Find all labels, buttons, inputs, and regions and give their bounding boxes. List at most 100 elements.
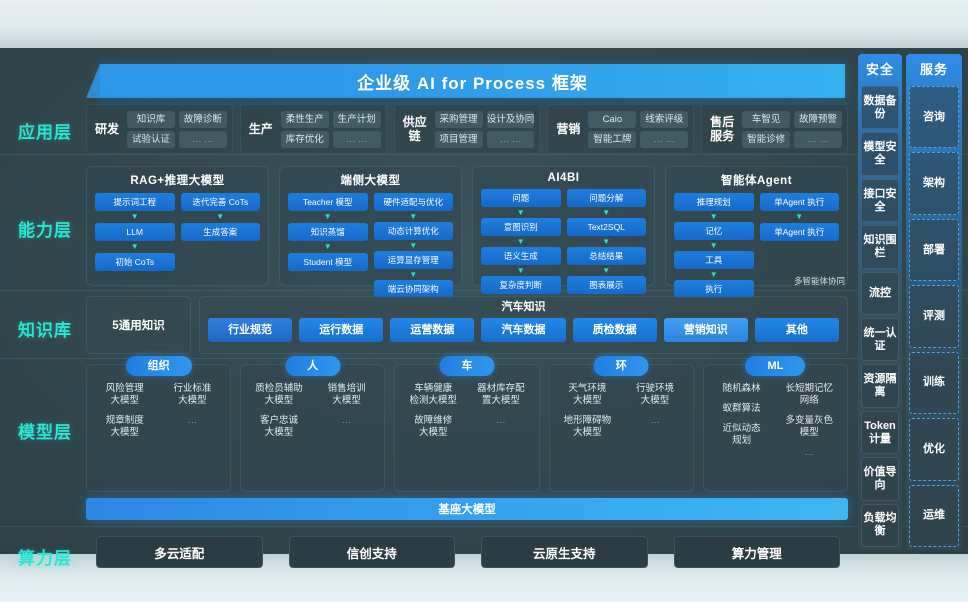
capability-chip[interactable]: 运算显存管理 [373, 251, 453, 269]
capability-chip[interactable]: 单Agent 执行 [759, 193, 839, 211]
model-box-pill[interactable]: 人 [285, 356, 341, 376]
security-item[interactable]: 负载均衡 [861, 503, 899, 548]
knowledge-chip[interactable]: 汽车数据 [481, 318, 566, 342]
model-cell[interactable]: 长短期记忆 网络 [785, 383, 833, 406]
capability-chip[interactable]: Teacher 模型 [288, 193, 368, 211]
model-cell[interactable]: 行业标准 大模型 [173, 383, 212, 406]
service-item[interactable]: 咨询 [909, 86, 959, 149]
capability-chip[interactable]: 生成答案 [180, 223, 260, 241]
model-cell[interactable]: 风险管理 大模型 [105, 383, 144, 406]
model-box-pill[interactable]: 车 [439, 356, 495, 376]
model-box-pill[interactable]: 环 [593, 356, 649, 376]
capability-chip[interactable]: 迭代完善 CoTs [180, 193, 260, 211]
application-chip[interactable]: … … [486, 130, 535, 148]
capability-chip[interactable]: 推理规划 [674, 193, 754, 211]
application-chip[interactable]: 项目管理 [434, 130, 483, 148]
model-cell[interactable]: 器材库存配 置大模型 [477, 383, 525, 406]
model-cell[interactable]: 规章制度 大模型 [105, 415, 144, 438]
model-cell[interactable]: … [650, 415, 660, 426]
application-chip[interactable]: 设计及协同 [486, 110, 535, 128]
compute-box[interactable]: 云原生支持 [481, 536, 648, 568]
application-chip[interactable]: 库存优化 [280, 130, 329, 148]
application-chip[interactable]: 故障诊断 [178, 110, 227, 128]
application-chip[interactable]: 线索评级 [640, 110, 689, 128]
model-cell[interactable]: 蚁群算法 [722, 403, 761, 414]
security-item[interactable]: 接口安全 [861, 178, 899, 223]
knowledge-chip[interactable]: 运营数据 [390, 318, 475, 342]
capability-chip[interactable]: 单Agent 执行 [759, 223, 839, 241]
service-item[interactable]: 架构 [909, 152, 959, 215]
capability-chip[interactable]: 复杂度判断 [481, 276, 561, 294]
capability-chip[interactable]: 知识蒸馏 [288, 223, 368, 241]
model-cell[interactable]: 随机森林 [722, 383, 761, 394]
security-item[interactable]: 价值导向 [861, 457, 899, 501]
compute-box[interactable]: 多云适配 [96, 536, 263, 568]
capability-chip[interactable]: 提示词工程 [95, 193, 175, 211]
application-chip[interactable]: 采购管理 [434, 110, 483, 128]
service-item[interactable]: 优化 [909, 418, 959, 481]
application-chip[interactable]: … … [178, 130, 227, 148]
model-cell[interactable]: 地形障碍物 大模型 [563, 415, 612, 438]
model-box-pill[interactable]: ML [745, 356, 806, 376]
knowledge-chip[interactable]: 营销知识 [663, 318, 748, 342]
model-cell[interactable]: 天气环境 大模型 [568, 383, 607, 406]
service-item[interactable]: 评测 [909, 285, 959, 348]
capability-chip[interactable]: 语义生成 [481, 247, 561, 265]
capability-chip[interactable]: Text2SQL [566, 218, 646, 236]
application-chip[interactable]: … … [794, 130, 842, 148]
application-chip[interactable]: 柔性生产 [280, 110, 329, 128]
security-item[interactable]: 流控 [861, 271, 899, 316]
capability-chip[interactable]: 记忆 [674, 222, 754, 240]
knowledge-chip[interactable]: 行业规范 [208, 318, 293, 342]
model-cell[interactable]: … [187, 415, 198, 426]
application-chip[interactable]: 故障预警 [794, 110, 842, 128]
model-cell[interactable]: 多变量灰色 模型 [785, 415, 833, 438]
security-item[interactable]: Token计量 [861, 410, 899, 455]
capability-chip[interactable]: 总结结果 [566, 247, 646, 265]
capability-chip[interactable]: 执行 [674, 280, 754, 298]
knowledge-chip[interactable]: 其他 [754, 318, 839, 342]
model-cell[interactable]: 故障维修 大模型 [414, 415, 453, 438]
knowledge-general-box[interactable]: 5通用知识 [86, 296, 191, 354]
security-item[interactable]: 资源隔离 [861, 364, 899, 408]
model-cell[interactable]: … [804, 447, 814, 458]
model-cell[interactable]: … [496, 415, 506, 426]
capability-chip[interactable]: 意图识别 [481, 218, 561, 236]
application-chip[interactable]: 生产计划 [332, 110, 381, 128]
base-model-bar[interactable]: 基座大模型 [86, 498, 848, 520]
capability-chip[interactable]: 初始 CoTs [95, 253, 175, 271]
compute-box[interactable]: 信创支持 [288, 536, 455, 568]
capability-chip[interactable]: LLM [95, 223, 175, 241]
service-item[interactable]: 运维 [909, 484, 959, 547]
capability-chip[interactable]: 图表展示 [566, 276, 646, 294]
capability-chip[interactable]: 端云协同架构 [373, 280, 453, 298]
security-item[interactable]: 统一认证 [861, 318, 899, 362]
knowledge-chip[interactable]: 质检数据 [572, 318, 657, 342]
application-chip[interactable]: … … [332, 130, 381, 148]
security-item[interactable]: 数据备份 [861, 86, 899, 130]
model-cell[interactable]: 质检员辅助 大模型 [255, 383, 303, 406]
model-cell[interactable]: 销售培训 大模型 [327, 383, 366, 406]
capability-chip[interactable]: Student 模型 [288, 253, 368, 271]
application-chip[interactable]: Caio [588, 110, 637, 128]
model-cell[interactable]: 行驶环境 大模型 [636, 383, 675, 406]
application-chip[interactable]: 智能工牌 [588, 130, 637, 148]
model-cell[interactable]: 车辆健康 检测大模型 [409, 383, 457, 406]
capability-chip[interactable]: 动态计算优化 [373, 222, 453, 240]
model-cell[interactable]: 近似动态 规划 [722, 423, 761, 446]
service-item[interactable]: 部署 [909, 218, 959, 282]
security-item[interactable]: 知识围栏 [861, 225, 899, 269]
application-chip[interactable]: … … [640, 130, 689, 148]
capability-chip[interactable]: 工具 [674, 251, 754, 269]
knowledge-chip[interactable]: 运行数据 [299, 318, 384, 342]
security-item[interactable]: 模型安全 [861, 132, 899, 176]
capability-chip[interactable]: 问题 [481, 189, 561, 207]
application-chip[interactable]: 智能诊修 [742, 130, 791, 148]
application-chip[interactable]: 试验认证 [127, 130, 175, 148]
model-cell[interactable]: 客户忠诚 大模型 [260, 415, 299, 438]
capability-chip[interactable]: 问题分解 [566, 189, 646, 207]
compute-box[interactable]: 算力管理 [673, 536, 840, 568]
capability-chip[interactable]: 硬件适配与优化 [373, 193, 453, 211]
service-item[interactable]: 训练 [909, 351, 959, 415]
application-chip[interactable]: 知识库 [127, 110, 175, 128]
